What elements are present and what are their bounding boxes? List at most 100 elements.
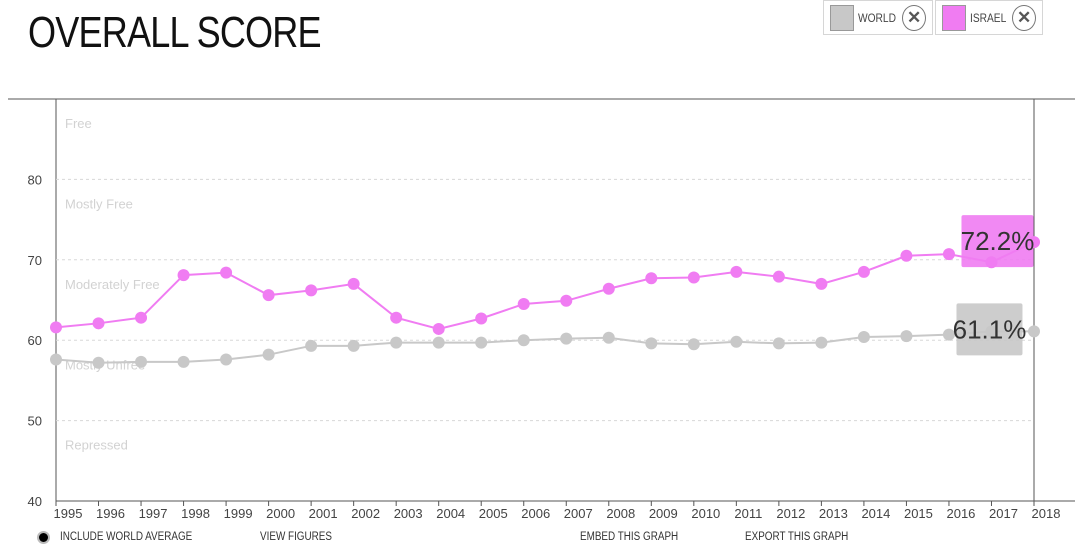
x-tick-label: 2011: [734, 506, 762, 521]
data-point: [390, 336, 403, 349]
data-point: [92, 317, 105, 330]
x-tick-label: 2010: [691, 506, 720, 521]
legend: WORLD ✕ ISRAEL ✕: [823, 0, 1043, 35]
remove-world-close-icon[interactable]: ✕: [902, 4, 926, 31]
x-tick-label: 2014: [861, 506, 890, 521]
y-tick-label: 50: [28, 414, 42, 429]
data-point: [645, 272, 658, 285]
data-point: [645, 337, 658, 350]
data-point: [135, 355, 148, 368]
data-point: [1028, 325, 1040, 338]
include-world-average-label[interactable]: INCLUDE WORLD AVERAGE: [60, 531, 193, 543]
data-point: [815, 277, 828, 290]
y-tick-label: 40: [28, 494, 42, 509]
y-tick-label: 70: [28, 253, 42, 268]
x-tick-label: 2009: [649, 506, 678, 521]
data-point: [687, 271, 700, 284]
data-point: [305, 339, 318, 352]
x-tick-label: 1995: [54, 506, 83, 521]
overall-score-chart: 40 50 60 70 80 Free Mostly Free Moderately Free…: [8, 98, 1075, 521]
x-tick-label: 2006: [521, 506, 550, 521]
x-tick-label: 1996: [96, 506, 125, 521]
data-point: [432, 322, 445, 335]
x-tick-label: 1997: [139, 506, 168, 521]
data-point: [305, 284, 318, 297]
x-tick-label: 2004: [436, 506, 465, 521]
x-tick-label: 2018: [1032, 506, 1061, 521]
data-point: [942, 328, 955, 341]
data-point: [177, 355, 190, 368]
data-point: [772, 270, 785, 283]
data-point: [857, 330, 870, 343]
data-point: [50, 353, 62, 366]
data-point: [475, 312, 488, 325]
x-tick-label: 2008: [606, 506, 635, 521]
callout-box-israel: [961, 215, 1034, 268]
data-point: [900, 249, 913, 262]
data-point: [220, 353, 233, 366]
x-tick-label: 2015: [904, 506, 933, 521]
data-point: [432, 336, 445, 349]
x-tick-label: 2017: [989, 506, 1018, 521]
series-line-world: [55, 330, 1034, 364]
x-tick-label: 2016: [946, 506, 975, 521]
view-figures-link[interactable]: VIEW FIGURES: [260, 531, 332, 543]
series-israel: [50, 236, 1040, 335]
data-point: [517, 334, 530, 347]
data-point: [92, 356, 105, 369]
x-tick-label: 2013: [819, 506, 848, 521]
data-point: [390, 311, 403, 324]
x-tick-label: 2005: [479, 506, 508, 521]
x-tick-label: 2000: [266, 506, 295, 521]
series-line-israel: [55, 241, 1035, 330]
band-label: Mostly Unfree: [65, 357, 145, 372]
israel-swatch: [942, 4, 966, 31]
band-label: Mostly Free: [65, 197, 133, 212]
data-point: [900, 330, 913, 343]
data-point: [475, 336, 488, 349]
data-point: [857, 265, 870, 278]
x-tick-label: 2001: [309, 506, 338, 521]
data-point: [772, 337, 785, 350]
band-label: Free: [65, 116, 92, 131]
export-graph-link[interactable]: EXPORT THIS GRAPH: [745, 531, 849, 543]
embed-graph-link[interactable]: EMBED THIS GRAPH: [580, 531, 679, 543]
data-point: [560, 294, 573, 307]
callout-value-world: 61.1%: [953, 314, 1027, 344]
world-swatch: [830, 4, 854, 31]
data-point: [942, 248, 955, 261]
x-tick-label: 2007: [564, 506, 593, 521]
x-tick-label: 1998: [181, 506, 210, 521]
band-label: Repressed: [65, 438, 128, 453]
y-tick-label: 80: [28, 172, 42, 187]
data-point: [177, 269, 190, 282]
data-point: [262, 289, 275, 302]
data-point: [517, 298, 530, 311]
data-point: [602, 282, 615, 295]
data-point: [602, 331, 615, 344]
data-point: [347, 277, 360, 290]
legend-item-israel[interactable]: ISRAEL ✕: [935, 0, 1043, 35]
callout-value-israel: 72.2%: [961, 226, 1035, 256]
data-point: [730, 335, 743, 348]
x-tick-label: 2003: [394, 506, 423, 521]
x-tick-label: 2002: [351, 506, 380, 521]
chart-footer: INCLUDE WORLD AVERAGE VIEW FIGURES EMBED…: [0, 531, 1080, 551]
series-world: [50, 325, 1040, 369]
data-point: [220, 266, 233, 279]
data-point: [815, 336, 828, 349]
data-point: [262, 348, 275, 361]
legend-label-israel: ISRAEL: [969, 10, 1006, 25]
include-world-average-toggle[interactable]: [37, 531, 50, 544]
x-tick-label: 2012: [776, 506, 805, 521]
data-point: [135, 311, 148, 324]
remove-israel-close-icon[interactable]: ✕: [1012, 4, 1036, 31]
y-tick-label: 60: [28, 333, 42, 348]
data-point: [347, 339, 360, 352]
data-point: [50, 321, 62, 334]
data-point: [560, 332, 573, 345]
legend-item-world[interactable]: WORLD ✕: [823, 0, 933, 35]
x-tick-label: 1999: [224, 506, 253, 521]
page-title: OVERALL SCORE: [28, 8, 322, 57]
legend-label-world: WORLD: [857, 10, 896, 25]
